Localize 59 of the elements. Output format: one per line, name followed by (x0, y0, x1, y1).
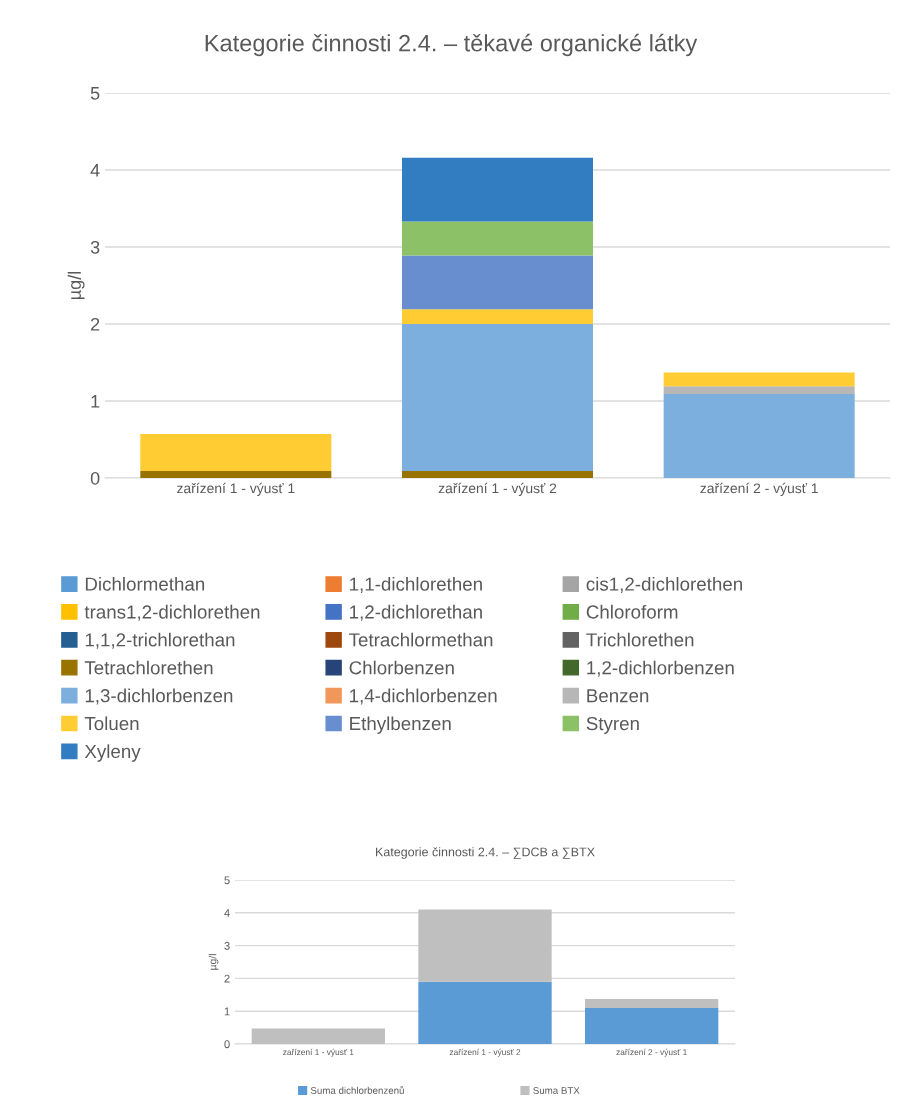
legend-label: 1,1-dichlorethen (350, 576, 482, 593)
bar (401, 324, 594, 472)
bar (418, 981, 552, 1044)
y-tick-label: 1 (224, 1007, 230, 1016)
y-tick-label: 0 (90, 471, 100, 485)
x-tick-label: zařízení 2 - výusť 1 (616, 1048, 687, 1057)
bar (663, 372, 855, 387)
legend-label: 1,2-dichlorethan (350, 604, 482, 621)
chart-title: Kategorie činnosti 2.4. – těkavé organické látky (205, 33, 698, 57)
y-tick-label: 5 (224, 876, 230, 885)
bar (401, 255, 594, 310)
y-axis-title: µg/l (208, 954, 219, 970)
x-tick-label: zařízení 1 - výusť 2 (449, 1048, 521, 1057)
bar (401, 221, 594, 256)
y-tick-label: 0 (224, 1040, 230, 1049)
legend-label: trans1,2-dichlorethen (84, 604, 260, 621)
bar (140, 434, 332, 472)
y-axis-title: µg/l (67, 271, 85, 299)
legend-label: 1,2-dichlorbenzen (587, 660, 734, 677)
legend-label: Tetrachlormethan (349, 632, 493, 647)
legend-label: Dichlormethan (85, 576, 205, 591)
y-tick-label: 3 (224, 941, 230, 950)
legend-label: Trichlorethen (586, 632, 694, 647)
y-tick-label: 4 (224, 909, 230, 917)
chart-title: Kategorie činnosti 2.4. – ∑DCB a ∑BTX (376, 847, 595, 859)
x-tick-label: zařízení 1 - výusť 1 (283, 1048, 354, 1057)
legend-label: Ethylbenzen (350, 716, 451, 734)
x-tick-label: zařízení 2 - výusť 1 (700, 482, 818, 496)
x-tick-label: zařízení 1 - výusť 1 (177, 482, 295, 496)
y-tick-label: 2 (224, 974, 230, 983)
legend-label: 1,1,2-trichlorethan (85, 632, 235, 649)
bar (140, 471, 332, 478)
legend-label: 1,3-dichlorbenzen (85, 688, 233, 705)
bar (663, 394, 855, 478)
bar (401, 309, 594, 324)
legend-label: Suma dichlorbenzenů (310, 1086, 404, 1094)
bar (585, 1007, 719, 1044)
legend-label: Toluen (84, 716, 139, 731)
legend-label: 1,4-dichlorbenzen (350, 688, 497, 705)
bar (401, 471, 594, 478)
y-tick-label: 2 (91, 317, 100, 331)
x-tick-label: zařízení 1 - výusť 2 (438, 482, 557, 496)
legend-label: Xyleny (84, 744, 141, 762)
legend-label: cis1,2-dichlorethen (586, 576, 742, 593)
legend-label: Benzen (587, 689, 649, 703)
bar (585, 999, 719, 1008)
bar (401, 157, 594, 222)
legend-label: Tetrachlorethen (84, 660, 213, 675)
legend-label: Styren (586, 716, 639, 734)
y-tick-label: 3 (90, 240, 100, 254)
legend-label: Suma BTX (533, 1087, 580, 1094)
bar (418, 909, 552, 982)
y-tick-label: 5 (90, 87, 100, 100)
y-tick-label: 1 (91, 395, 100, 408)
y-tick-label: 4 (90, 164, 100, 177)
legend-label: Chloroform (586, 604, 678, 619)
bar (251, 1028, 385, 1044)
legend-label: Chlorbenzen (349, 660, 454, 675)
bar (663, 386, 855, 395)
